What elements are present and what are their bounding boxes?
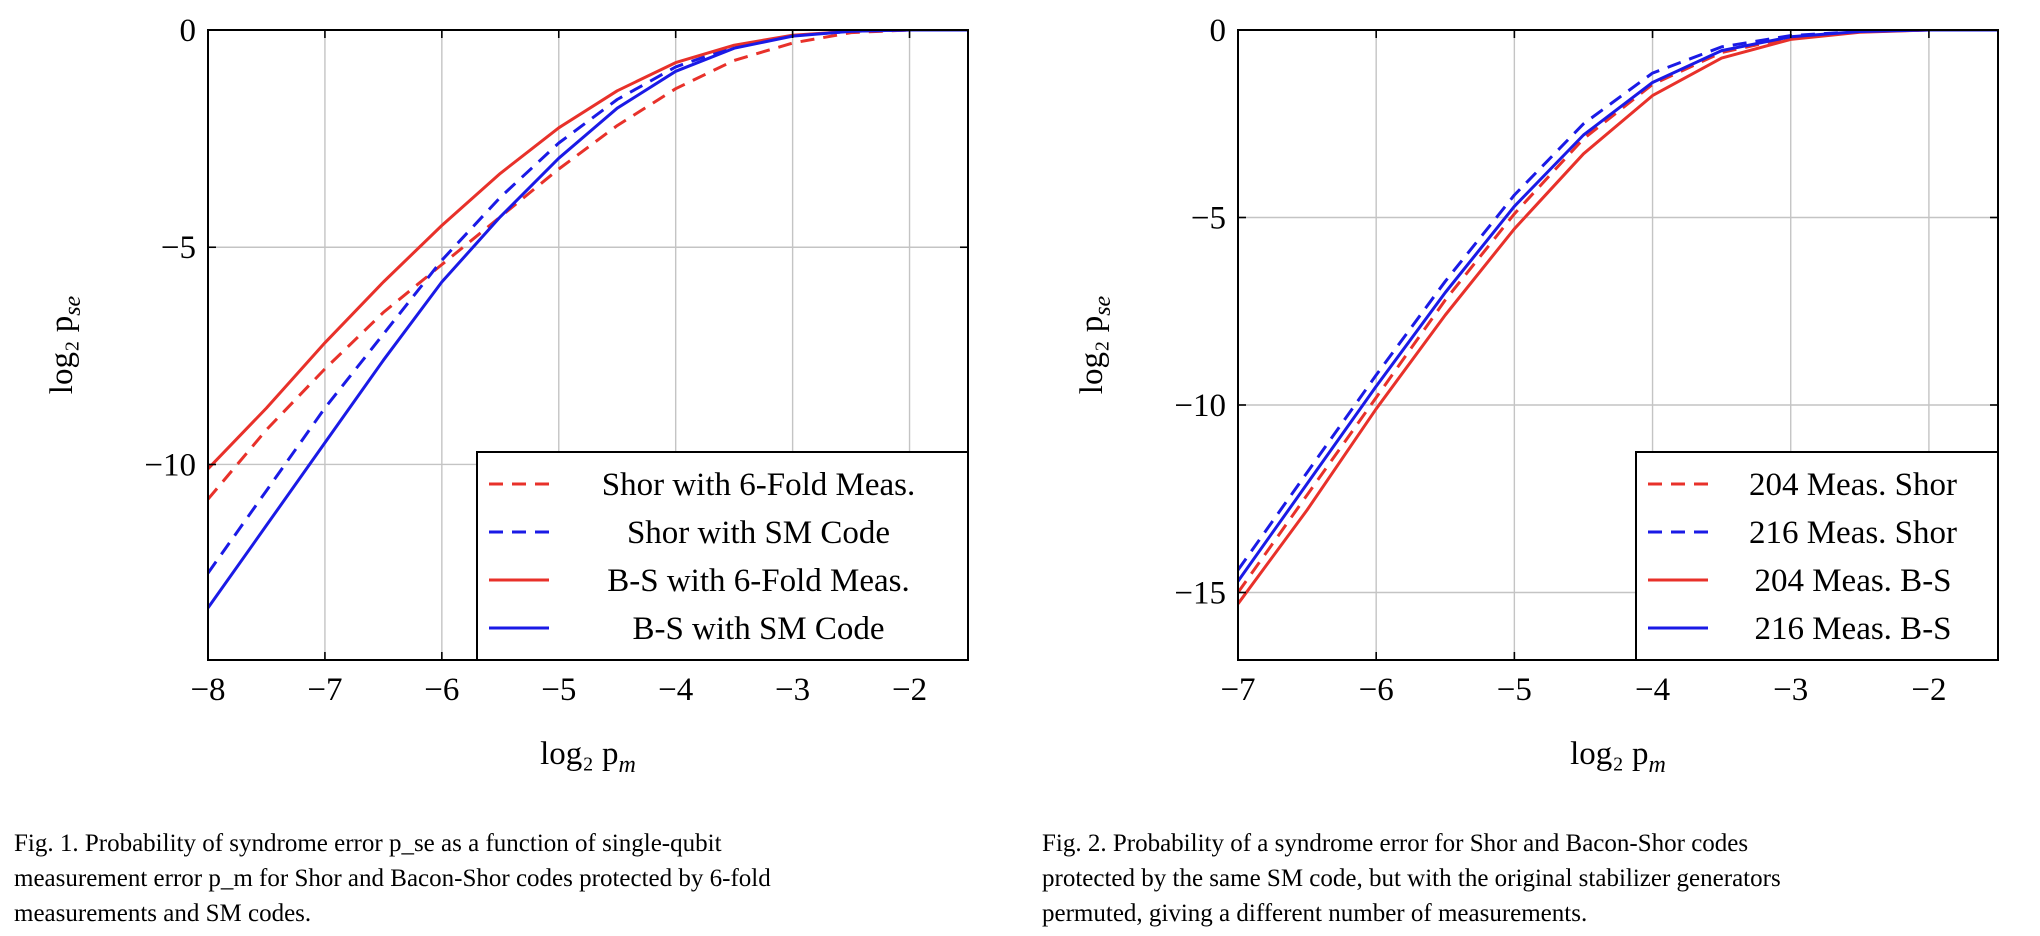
x-axis-label-sub: m — [619, 752, 636, 778]
series-group — [208, 30, 968, 609]
legend-label-4: B-S with SM Code — [632, 611, 884, 647]
x-tick-label: −7 — [1220, 672, 1255, 708]
chart-1: −8 −7 −6 −5 −4 −3 −2 0 −5 −10 log₂ pm log₂ pse Shor … — [44, 13, 969, 778]
x-tick-label: −3 — [775, 672, 810, 708]
y-tick-label: −10 — [144, 447, 196, 483]
x-tick-label: −4 — [658, 672, 693, 708]
figure-2-caption-line-3: permuted, giving a different number of m… — [1042, 900, 1588, 927]
figure-2-caption-line-1: Fig. 2. Probability of a syndrome error … — [1042, 830, 1749, 857]
y-axis-label-sub: se — [1090, 295, 1116, 315]
x-tick-label: −2 — [892, 672, 927, 708]
series-line-4 — [1238, 30, 1998, 583]
y-tick-label: −5 — [1191, 201, 1226, 237]
x-axis-label-sub: m — [1649, 752, 1666, 778]
y-axis-label: log₂ pse — [44, 295, 86, 394]
y-tick-label: 0 — [1210, 13, 1227, 49]
figure-1-caption-line-1: Fig. 1. Probability of syndrome error p_… — [14, 830, 722, 857]
x-tick-label: −5 — [541, 672, 576, 708]
x-tick-label: −6 — [424, 672, 459, 708]
figure-2-caption-line-2: protected by the same SM code, but with … — [1042, 865, 1781, 892]
series-line-2 — [208, 30, 968, 574]
x-tick-label: −8 — [190, 672, 225, 708]
legend-label-4: 216 Meas. B-S — [1754, 611, 1951, 647]
y-axis-label: log₂ pse — [1074, 295, 1116, 394]
chart-2: −7 −6 −5 −4 −3 −2 0 −5 −10 −15 log₂ pm log₂ pse 204 … — [1074, 13, 1999, 778]
y-tick-label: −10 — [1174, 388, 1226, 424]
x-tick-label: −6 — [1359, 672, 1394, 708]
y-tick-label: −15 — [1174, 576, 1226, 612]
figure-1-caption-line-3: measurements and SM codes. — [14, 900, 312, 927]
series-group — [1238, 30, 1998, 605]
legend-box — [476, 451, 969, 661]
figure-1-caption: Fig. 1. Probability of syndrome error p_… — [14, 826, 998, 931]
plot-frame — [1237, 29, 1999, 661]
figure-1-caption-line-2: measurement error p_m for Shor and Bacon… — [14, 865, 771, 892]
legend-label-3: B-S with 6-Fold Meas. — [607, 563, 910, 599]
x-tick-label: −4 — [1635, 672, 1670, 708]
x-tick-label: −7 — [307, 672, 342, 708]
series-line-4 — [208, 30, 968, 609]
legend-label-1: Shor with 6-Fold Meas. — [602, 467, 916, 503]
x-axis-label: log₂ pm — [1570, 736, 1666, 778]
x-tick-label: −5 — [1497, 672, 1532, 708]
x-tick-label: −2 — [1911, 672, 1946, 708]
legend-label-1: 204 Meas. Shor — [1749, 467, 1957, 503]
series-line-3 — [208, 30, 968, 470]
legend: 204 Meas. Shor 216 Meas. Shor 204 Meas. B-… — [1635, 451, 1999, 661]
figure-2-caption: Fig. 2. Probability of a syndrome error … — [1042, 826, 2028, 931]
y-tick-label: −5 — [161, 230, 196, 266]
x-axis-label: log₂ pm — [540, 736, 636, 778]
legend-label-2: Shor with SM Code — [627, 515, 890, 551]
x-tick-label: −3 — [1773, 672, 1808, 708]
legend-label-3: 204 Meas. B-S — [1754, 563, 1951, 599]
legend-label-2: 216 Meas. Shor — [1749, 515, 1957, 551]
y-tick-label: 0 — [180, 13, 197, 49]
legend-box — [1635, 451, 1999, 661]
y-axis-label-sub: se — [60, 295, 86, 315]
series-line-1 — [208, 30, 968, 501]
legend: Shor with 6-Fold Meas. Shor with SM Code B… — [476, 451, 969, 661]
